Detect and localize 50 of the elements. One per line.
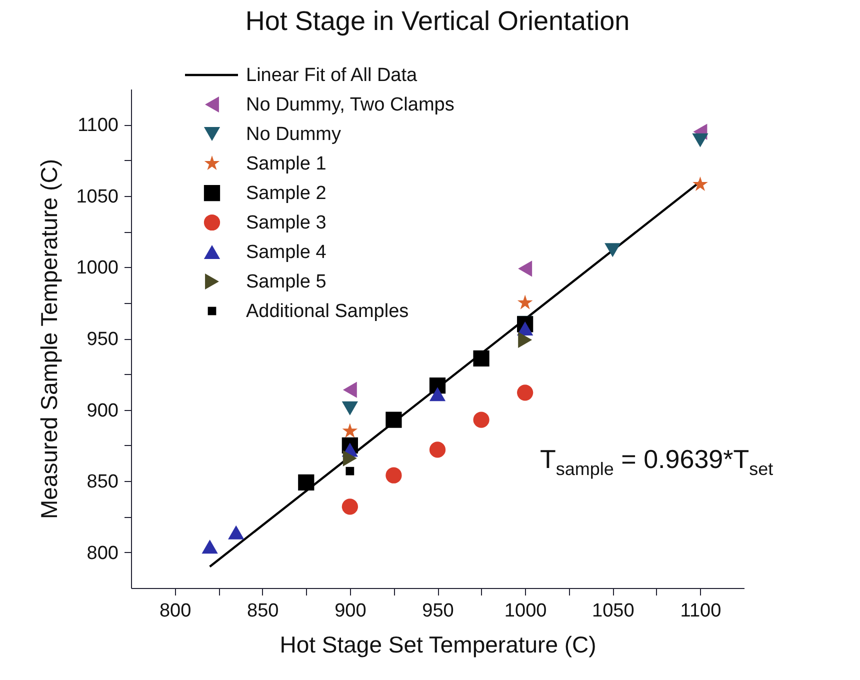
point bbox=[346, 466, 354, 476]
y-tick-label: 950 bbox=[86, 329, 118, 350]
point bbox=[518, 332, 532, 348]
x-tick-label: 950 bbox=[422, 600, 454, 622]
point bbox=[473, 412, 490, 428]
y-axis-title: Measured Sample Temperature (C) bbox=[36, 158, 62, 520]
legend-label: No Dummy, Two Clamps bbox=[246, 94, 454, 116]
point bbox=[342, 450, 357, 466]
point bbox=[342, 401, 358, 416]
point bbox=[517, 322, 534, 336]
point bbox=[429, 387, 446, 402]
point bbox=[429, 377, 446, 394]
y-tick-label: 900 bbox=[86, 400, 118, 422]
point bbox=[342, 382, 357, 398]
point bbox=[692, 176, 708, 192]
point bbox=[342, 423, 358, 438]
x-tick-label: 900 bbox=[334, 600, 366, 622]
legend-label: Sample 3 bbox=[246, 212, 326, 234]
point bbox=[518, 260, 532, 277]
point bbox=[342, 498, 358, 515]
x-axis-title: Hot Stage Set Temperature (C) bbox=[280, 632, 596, 658]
legend-label: Additional Samples bbox=[246, 301, 409, 322]
x-tick-label: 850 bbox=[247, 600, 279, 622]
legend-label: Sample 5 bbox=[246, 272, 326, 292]
point bbox=[517, 384, 534, 401]
point bbox=[429, 442, 446, 458]
point bbox=[298, 474, 314, 491]
point bbox=[517, 294, 533, 310]
point bbox=[604, 243, 621, 258]
x-tick-label: 1100 bbox=[680, 600, 722, 622]
y-tick-label: 1050 bbox=[76, 186, 118, 208]
legend-label: Sample 1 bbox=[246, 154, 326, 174]
y-tick-label: 1000 bbox=[76, 258, 118, 279]
x-tick-label: 1000 bbox=[504, 600, 547, 622]
chart-title: Hot Stage in Vertical Orientation bbox=[245, 6, 630, 36]
legend-label: Sample 4 bbox=[246, 242, 327, 263]
point bbox=[386, 412, 402, 428]
point bbox=[386, 467, 402, 484]
point bbox=[692, 133, 708, 148]
y-tick-label: 850 bbox=[86, 472, 118, 493]
point bbox=[202, 540, 218, 554]
y-tick-label: 800 bbox=[86, 542, 118, 564]
x-tick-label: 1050 bbox=[592, 600, 634, 622]
legend-label: Linear Fit of All Data bbox=[246, 65, 418, 86]
y-tick-label: 1100 bbox=[78, 115, 118, 136]
point bbox=[228, 525, 244, 540]
x-tick-label: 800 bbox=[159, 600, 192, 622]
legend-label: Sample 2 bbox=[246, 183, 326, 204]
legend-label: No Dummy bbox=[246, 124, 342, 145]
point bbox=[473, 350, 490, 367]
